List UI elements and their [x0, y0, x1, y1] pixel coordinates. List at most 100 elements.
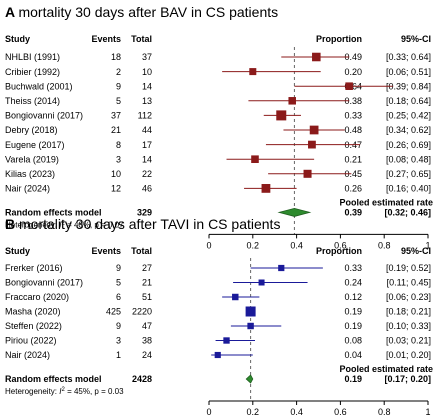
- col-header-study: Study: [5, 34, 30, 44]
- x-axis-tick-label: 0: [206, 407, 211, 417]
- study-proportion: 0.20: [344, 67, 362, 77]
- study-name: Fraccaro (2020): [5, 292, 69, 302]
- panel-title-text: mortality 30 days after BAV in CS patien…: [18, 4, 278, 20]
- study-box: [309, 125, 319, 135]
- study-proportion: 0.33: [344, 263, 362, 273]
- study-name: Nair (2024): [5, 350, 50, 360]
- forest-panel-A: A mortality 30 days after BAV in CS pati…: [5, 4, 433, 250]
- study-name: Varela (2019): [5, 154, 59, 164]
- study-box: [276, 110, 287, 121]
- heterogeneity-prefix: Heterogeneity:: [5, 387, 59, 396]
- study-proportion: 0.49: [344, 52, 362, 62]
- study-events: 9: [116, 263, 121, 273]
- study-total: 22: [142, 169, 152, 179]
- pooled-label: Pooled estimated rate: [339, 197, 433, 207]
- study-events: 3: [116, 336, 121, 346]
- x-axis-tick-label: 0: [206, 240, 211, 250]
- study-proportion: 0.21: [344, 154, 362, 164]
- study-total: 38: [142, 336, 152, 346]
- study-name: Theiss (2014): [5, 96, 60, 106]
- panel-label: A: [5, 4, 18, 20]
- study-box: [223, 337, 230, 344]
- study-proportion: 0.24: [344, 278, 362, 288]
- study-name: Masha (2020): [5, 307, 61, 317]
- col-header-ci: 95%-CI: [401, 34, 431, 44]
- study-ci: [0.06; 0.51]: [386, 67, 431, 77]
- study-proportion: 0.08: [344, 336, 362, 346]
- study-ci: [0.39; 0.84]: [386, 81, 431, 91]
- study-total: 51: [142, 292, 152, 302]
- x-axis-tick-label: 1: [425, 240, 430, 250]
- study-box: [308, 140, 316, 149]
- panel-title: B mortality 30 days after TAVI in CS pat…: [5, 216, 280, 232]
- study-proportion: 0.38: [344, 96, 362, 106]
- study-ci: [0.18; 0.64]: [386, 96, 431, 106]
- study-total: 17: [142, 140, 152, 150]
- heterogeneity-prefix: Heterogeneity:: [5, 220, 59, 229]
- study-total: 46: [142, 184, 152, 194]
- study-ci: [0.26; 0.69]: [386, 140, 431, 150]
- pooled-ci: [0.17; 0.20]: [384, 374, 431, 384]
- x-axis-tick-label: 0.6: [334, 407, 347, 417]
- study-ci: [0.19; 0.52]: [386, 263, 431, 273]
- study-events: 425: [106, 307, 121, 317]
- pooled-model-label: Random effects model: [5, 207, 102, 217]
- study-events: 5: [116, 278, 121, 288]
- x-axis-tick-label: 0.2: [247, 240, 260, 250]
- study-events: 9: [116, 321, 121, 331]
- study-events: 6: [116, 292, 121, 302]
- study-name: Nair (2024): [5, 184, 50, 194]
- study-box: [232, 293, 239, 301]
- study-name: Eugene (2017): [5, 140, 65, 150]
- forest-panel-B: B mortality 30 days after TAVI in CS pat…: [5, 216, 433, 417]
- study-proportion: 0.26: [344, 184, 362, 194]
- panel-title-text: mortality 30 days after TAVI in CS patie…: [19, 216, 280, 232]
- study-box: [247, 322, 254, 330]
- study-total: 37: [142, 52, 152, 62]
- pooled-model-label: Random effects model: [5, 374, 102, 384]
- x-axis-tick-label: 0.6: [334, 240, 347, 250]
- x-axis-tick-label: 0.8: [378, 240, 391, 250]
- pooled-diamond: [245, 374, 254, 384]
- pooled-proportion: 0.39: [344, 207, 362, 217]
- study-ci: [0.18; 0.21]: [386, 307, 431, 317]
- study-total: 27: [142, 263, 152, 273]
- study-ci: [0.08; 0.48]: [386, 154, 431, 164]
- pooled-total: 329: [137, 207, 152, 217]
- study-ci: [0.34; 0.62]: [386, 125, 431, 135]
- study-name: Frerker (2016): [5, 263, 63, 273]
- study-total: 24: [142, 350, 152, 360]
- study-total: 112: [138, 111, 152, 121]
- study-name: Steffen (2022): [5, 321, 62, 331]
- study-name: Bongiovanni (2017): [5, 111, 83, 121]
- study-box: [288, 97, 296, 105]
- study-name: Piriou (2022): [5, 336, 57, 346]
- study-box: [345, 82, 353, 90]
- study-events: 12: [111, 184, 121, 194]
- study-total: 44: [142, 125, 152, 135]
- study-box: [312, 52, 321, 62]
- panel-label: B: [5, 216, 19, 232]
- study-box: [278, 264, 285, 272]
- study-events: 2: [116, 67, 121, 77]
- col-header-events: Events: [91, 34, 121, 44]
- x-axis-tick-label: 0.4: [290, 240, 303, 250]
- study-ci: [0.10; 0.33]: [386, 321, 431, 331]
- study-proportion: 0.04: [344, 350, 362, 360]
- study-ci: [0.11; 0.45]: [387, 278, 431, 288]
- study-events: 5: [116, 96, 121, 106]
- study-total: 47: [142, 321, 152, 331]
- study-total: 10: [142, 67, 152, 77]
- col-header-total: Total: [131, 34, 152, 44]
- study-events: 8: [116, 140, 121, 150]
- study-events: 1: [116, 350, 121, 360]
- study-box: [303, 169, 312, 178]
- study-proportion: 0.19: [344, 321, 362, 331]
- pooled-proportion: 0.19: [344, 374, 362, 384]
- pooled-total: 2428: [132, 374, 152, 384]
- study-proportion: 0.33: [344, 111, 362, 121]
- col-header-total: Total: [131, 246, 152, 256]
- study-name: NHLBI (1991): [5, 52, 60, 62]
- study-events: 10: [111, 169, 121, 179]
- x-axis-tick-label: 0.4: [290, 407, 303, 417]
